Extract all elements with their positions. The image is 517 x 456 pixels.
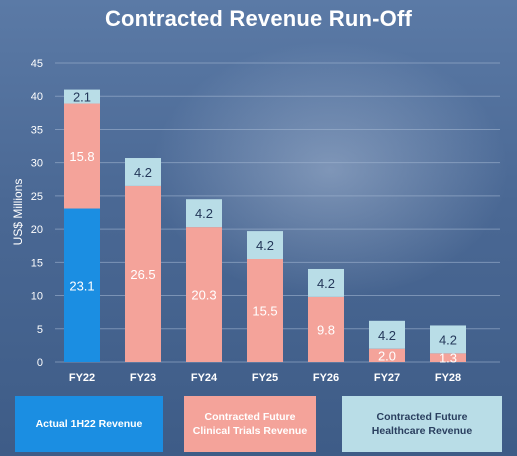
bar-segment: [308, 296, 344, 362]
data-label: 2.0: [378, 348, 396, 363]
legend-clinical-line1: Contracted Future: [204, 411, 296, 423]
bar-segment: [430, 325, 466, 354]
legend-clinical-line2: Clinical Trials Revenue: [192, 425, 308, 437]
x-tick-label: FY25: [252, 372, 278, 384]
x-axis-ticks: FY22 FY23 FY24 FY25 FY26 FY27 FY28: [69, 372, 461, 384]
data-label: 23.1: [69, 278, 94, 293]
data-label: 4.2: [378, 328, 396, 343]
bar-segment: [430, 353, 466, 362]
y-tick-label: 25: [31, 191, 43, 203]
chart-title: Contracted Revenue Run-Off: [104, 6, 413, 31]
legend-healthcare-label: Contracted Future Healthcare Revenue: [372, 410, 472, 438]
y-tick-label: 35: [31, 124, 43, 136]
data-label: 15.5: [252, 304, 277, 319]
y-tick-label: 45: [31, 58, 43, 70]
y-tick-label: 30: [31, 158, 43, 170]
bar-segment: [186, 227, 222, 362]
x-tick-label: FY22: [69, 372, 95, 384]
y-tick-label: 20: [31, 224, 43, 236]
bar-chart: 0 5 10 15 20 25 30 35 40 45 US$ Millions 23.1 15.8…: [11, 58, 500, 384]
legend-healthcare-line2: Healthcare Revenue: [371, 425, 473, 437]
data-label: 4.2: [317, 276, 335, 291]
bar-segment: [369, 320, 405, 349]
data-label: 2.1: [73, 90, 91, 105]
bar-segment: [64, 208, 100, 362]
bar-segment: [369, 348, 405, 362]
x-tick-label: FY26: [313, 372, 339, 384]
bar-segment: [64, 103, 100, 209]
legend-clinical-trials-revenue: Contracted Future Clinical Trials Revenu…: [184, 396, 316, 452]
data-label: 4.2: [439, 332, 457, 347]
bar-segment: [125, 185, 161, 362]
legend-healthcare-line1: Contracted Future: [376, 411, 468, 423]
data-label: 1.3: [439, 351, 457, 366]
legend-actual-1h22-revenue: Actual 1H22 Revenue: [15, 396, 163, 452]
data-label: 4.2: [134, 165, 152, 180]
y-tick-label: 10: [31, 291, 43, 303]
y-axis-label: US$ Millions: [11, 179, 25, 246]
bars: 23.1 15.8 2.1 26.5 4.2 20.3 4.2 15.5 4.2 9.8 4.2 2.…: [64, 90, 466, 366]
bar-segment: [186, 199, 222, 228]
data-label: 26.5: [130, 267, 155, 282]
y-tick-label: 0: [37, 357, 43, 369]
bar-segment: [125, 158, 161, 186]
y-tick-label: 40: [31, 91, 43, 103]
bar-segment: [308, 268, 344, 297]
x-tick-label: FY23: [130, 372, 156, 384]
data-label: 4.2: [195, 206, 213, 221]
x-tick-label: FY27: [374, 372, 400, 384]
bar-segment: [247, 259, 283, 362]
data-label: 4.2: [256, 238, 274, 253]
x-tick-label: FY28: [435, 372, 461, 384]
y-axis-ticks: 0 5 10 15 20 25 30 35 40 45: [31, 58, 43, 369]
data-label: 9.8: [317, 322, 335, 337]
legend-healthcare-revenue: Contracted Future Healthcare Revenue: [342, 396, 502, 452]
x-tick-label: FY24: [191, 372, 218, 384]
legend-actual-label: Actual 1H22 Revenue: [35, 418, 143, 430]
y-tick-label: 15: [31, 257, 43, 269]
bar-segment: [247, 231, 283, 260]
y-tick-label: 5: [37, 324, 43, 336]
bar-segment: [64, 89, 100, 104]
data-label: 15.8: [69, 149, 94, 164]
data-label: 20.3: [191, 288, 216, 303]
legend-clinical-label: Contracted Future Clinical Trials Revenu…: [193, 410, 307, 438]
